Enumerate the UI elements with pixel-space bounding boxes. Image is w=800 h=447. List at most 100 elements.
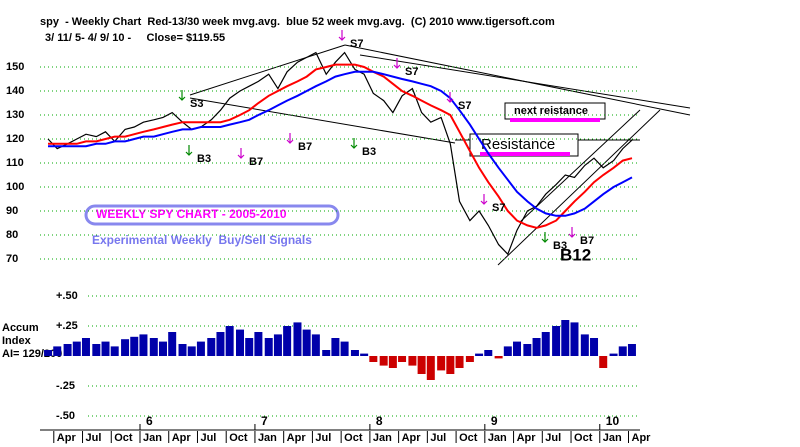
trend-line (189, 97, 456, 144)
signal-label: B3 (362, 146, 376, 158)
signal-arrow (446, 92, 454, 103)
accum-bar (101, 341, 110, 356)
accum-bar (388, 356, 397, 368)
accum-bar (513, 341, 522, 356)
year-label: 6 (146, 414, 153, 428)
accum-bar (570, 322, 579, 356)
trend-line (189, 44, 346, 96)
accum-bar (302, 329, 311, 356)
x-tick-label: Jan (603, 432, 622, 444)
accum-bar (158, 341, 167, 356)
signal-arrow (568, 227, 576, 238)
y-tick-label: +.50 (56, 290, 78, 302)
ai-label: AI= 129/200 (2, 348, 62, 360)
signal-label: S7 (350, 38, 363, 50)
resistance-underline (480, 152, 570, 156)
accum-bar (81, 338, 90, 356)
signal-label: B7 (580, 235, 594, 247)
accum-bar (311, 334, 320, 356)
accum-bar (379, 356, 388, 366)
accum-bar (475, 353, 484, 356)
signal-arrow (350, 138, 358, 149)
accum-bar (618, 346, 627, 356)
accum-bar (484, 350, 493, 356)
x-tick-label: Oct (229, 432, 248, 444)
y-tick-label: -.50 (56, 410, 75, 422)
y-tick-label: 140 (6, 85, 24, 97)
resistance-label: Resistance (481, 136, 555, 153)
x-tick-label: Jan (488, 432, 507, 444)
accum-bar (437, 356, 446, 371)
accum-bar (561, 320, 570, 356)
accum-bar (599, 356, 608, 368)
accum-bar (196, 341, 205, 356)
y-tick-label: 70 (6, 253, 18, 265)
signal-label: B3 (197, 153, 211, 165)
signal-label: B12 (560, 245, 591, 264)
accum-bar (322, 350, 331, 356)
accum-bar (369, 356, 378, 362)
accum-bar (580, 334, 589, 356)
signal-arrow (237, 148, 245, 159)
x-tick-label: Jan (258, 432, 277, 444)
accum-bar (254, 332, 263, 356)
x-tick-label: Jul (545, 432, 561, 444)
accum-bar (340, 341, 349, 356)
signal-label: S7 (458, 100, 471, 112)
accum-bar (130, 336, 139, 356)
series-line (48, 70, 633, 217)
signal-arrow (393, 58, 401, 69)
accum-bar (92, 344, 101, 356)
x-tick-label: Oct (344, 432, 363, 444)
accum-bar (523, 344, 532, 356)
trend-lines (189, 44, 691, 266)
accum-bar (63, 344, 72, 356)
series-line (48, 63, 633, 229)
accum-bar (53, 346, 62, 356)
accum-bar (398, 356, 407, 362)
signal-arrow (178, 90, 186, 101)
signal-label: B7 (249, 156, 263, 168)
accum-bar (283, 326, 292, 356)
x-tick-label: Oct (574, 432, 593, 444)
x-tick-label: Jul (430, 432, 446, 444)
accum-bar (225, 326, 234, 356)
x-tick-label: Oct (114, 432, 133, 444)
accum-bar (139, 334, 148, 356)
accum-bar (532, 338, 541, 356)
accum-bar (590, 338, 599, 356)
y-tick-label: -.25 (56, 380, 75, 392)
accum-bar (350, 350, 359, 356)
accum-bar (264, 338, 273, 356)
y-tick-label: 130 (6, 109, 24, 121)
accum-bar (236, 329, 244, 356)
signal-label: B3 (553, 240, 567, 252)
chart-subtitle: 3/ 11/ 5- 4/ 9/ 10 - Close= $119.55 (45, 32, 225, 44)
caption: Experimental Weekly Buy/Sell Signals (92, 233, 312, 247)
accum-bar (360, 353, 369, 356)
accum-bar (293, 322, 302, 356)
index-label: Index (2, 335, 32, 347)
x-tick-label: Apr (287, 432, 307, 444)
heading: WEEKLY SPY CHART - 2005-2010 (96, 207, 287, 221)
x-tick-label: Apr (402, 432, 422, 444)
y-tick-label: 80 (6, 229, 18, 241)
accum-bar (149, 338, 158, 356)
x-tick-label: Jul (200, 432, 216, 444)
x-tick-label: Apr (172, 432, 192, 444)
y-tick-label: 120 (6, 133, 24, 145)
x-tick-label: Apr (517, 432, 537, 444)
signal-arrow (541, 232, 549, 243)
year-label: 8 (376, 414, 383, 428)
trend-line (519, 109, 641, 223)
accum-bar (552, 326, 561, 356)
signal-arrow (286, 133, 294, 144)
y-tick-label: 90 (6, 205, 18, 217)
accum-bar (245, 338, 254, 356)
accum-bar (465, 356, 474, 362)
accum-bar (178, 344, 187, 356)
accum-bar (426, 356, 435, 380)
accum-bar (207, 338, 216, 356)
accum-bar (168, 332, 177, 356)
